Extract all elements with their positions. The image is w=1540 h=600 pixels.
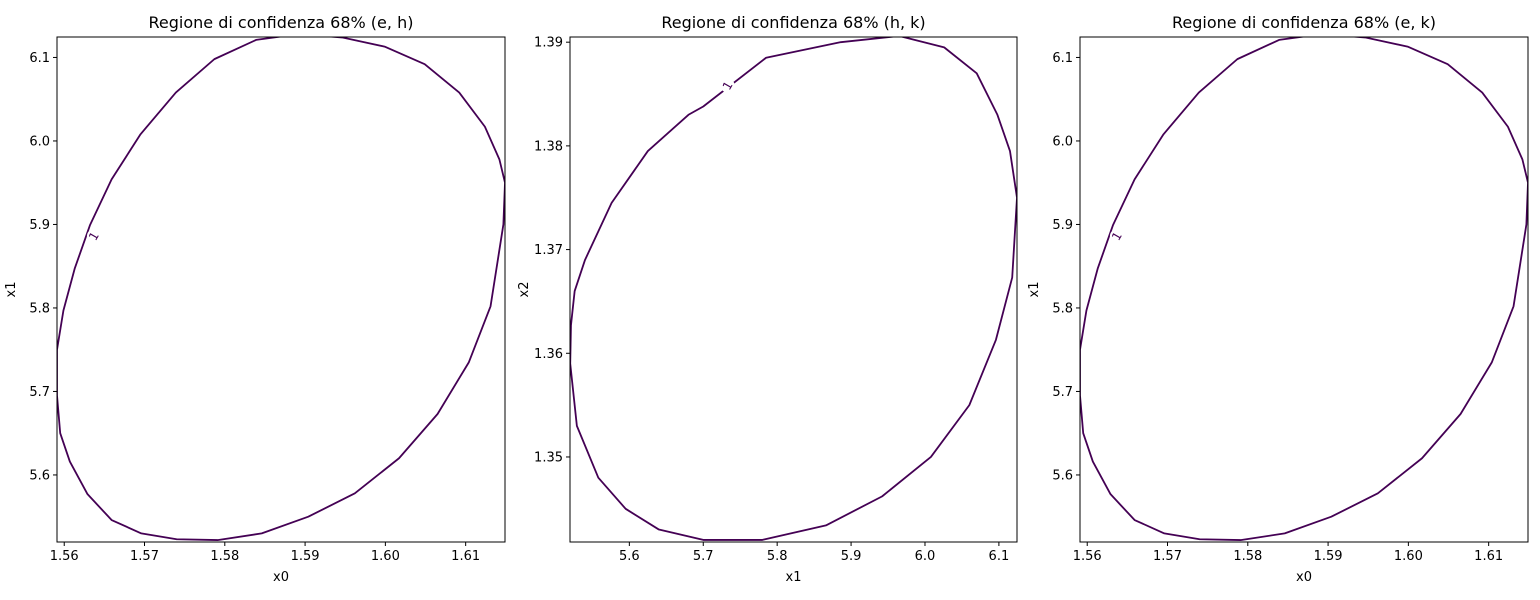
x-tick-label: 5.7 [693, 549, 714, 564]
x-tick-label: 1.61 [1474, 549, 1503, 564]
plot-area [570, 37, 1017, 542]
contour-line [57, 37, 505, 541]
chart-title: Regione di confidenza 68% (h, k) [661, 13, 925, 32]
y-axis-label: x2 [517, 282, 532, 298]
y-tick-label: 5.9 [1052, 218, 1073, 233]
y-tick-label: 6.1 [29, 51, 50, 66]
contour-line [1080, 37, 1528, 541]
axes-frame [56, 36, 506, 543]
y-tick-label: 1.39 [534, 36, 563, 51]
plot-area [1080, 37, 1528, 542]
x-axis-label: x0 [273, 570, 289, 585]
chart-panel-1: 11.56 1.57 1.58 1.59 1.60 1.615.65.75.85.96.0… [4, 13, 506, 585]
x-tick-label: 1.59 [291, 549, 320, 564]
chart-title: Regione di confidenza 68% (e, k) [1172, 13, 1436, 32]
y-tick-label: 1.35 [534, 450, 563, 465]
axes-frame [1079, 36, 1529, 543]
y-tick-label: 5.6 [29, 468, 50, 483]
x-tick-label: 1.56 [50, 549, 79, 564]
x-tick-label: 5.9 [841, 549, 862, 564]
y-tick-label: 5.9 [29, 218, 50, 233]
x-tick-label: 5.6 [619, 549, 640, 564]
chart-title: Regione di confidenza 68% (e, h) [149, 13, 414, 32]
x-tick-label: 1.56 [1073, 549, 1102, 564]
x-tick-label: 1.60 [1394, 549, 1423, 564]
y-tick-label: 6.1 [1052, 51, 1073, 66]
plot-area [57, 37, 505, 542]
x-tick-label: 5.8 [767, 549, 788, 564]
y-tick-label: 5.7 [1052, 385, 1073, 400]
y-tick-label: 6.0 [29, 134, 50, 149]
y-tick-label: 1.36 [534, 347, 563, 362]
x-tick-label: 1.57 [130, 549, 159, 564]
x-tick-label: 6.1 [989, 549, 1010, 564]
x-tick-label: 1.58 [210, 549, 239, 564]
contour-line [570, 37, 1017, 541]
y-tick-label: 5.7 [29, 385, 50, 400]
x-axis-label: x1 [786, 570, 802, 585]
y-tick-label: 5.8 [1052, 301, 1073, 316]
x-tick-label: 1.61 [451, 549, 480, 564]
x-tick-label: 1.60 [371, 549, 400, 564]
axes-frame [569, 36, 1018, 543]
y-tick-label: 5.8 [29, 301, 50, 316]
x-tick-label: 6.0 [915, 549, 936, 564]
y-axis-label: x1 [1027, 282, 1042, 298]
x-tick-label: 1.58 [1233, 549, 1262, 564]
x-tick-label: 1.57 [1153, 549, 1182, 564]
y-tick-label: 6.0 [1052, 134, 1073, 149]
x-axis-label: x0 [1296, 570, 1312, 585]
chart-panel-2: 15.6 5.7 5.8 5.9 6.0 6.11.351.361.371.381.39R… [517, 13, 1018, 585]
panels: 11.56 1.57 1.58 1.59 1.60 1.615.65.75.85.96.0… [4, 13, 1529, 585]
y-tick-label: 5.6 [1052, 468, 1073, 483]
y-tick-label: 1.38 [534, 139, 563, 154]
y-axis-label: x1 [4, 282, 19, 298]
x-tick-label: 1.59 [1314, 549, 1343, 564]
chart-panel-3: 11.56 1.57 1.58 1.59 1.60 1.615.65.75.85.96.0… [1027, 13, 1529, 585]
y-tick-label: 1.37 [534, 243, 563, 258]
